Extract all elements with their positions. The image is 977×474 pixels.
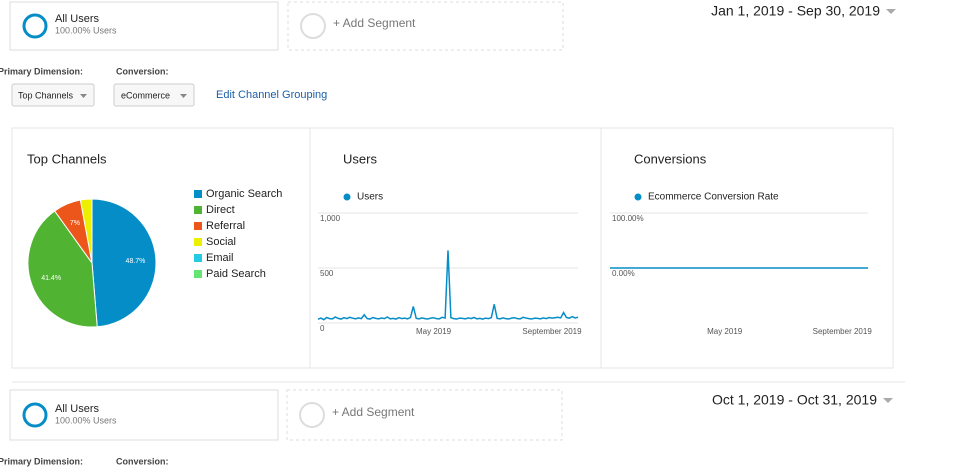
segment-box[interactable]	[9, 1, 279, 51]
add-segment-box[interactable]	[286, 389, 563, 441]
add-segment-box[interactable]	[287, 1, 564, 51]
date-range[interactable]: Jan 1, 2019 - Sep 30, 2019	[711, 3, 880, 19]
panel-title: Top Channels	[27, 151, 107, 166]
conversion-label: Conversion:	[116, 66, 169, 76]
date-range[interactable]: Oct 1, 2019 - Oct 31, 2019	[712, 392, 877, 408]
add-segment[interactable]: + Add Segment	[332, 405, 415, 419]
segment-icon	[22, 13, 48, 39]
primary-dimension-label: Primary Dimension:	[0, 456, 83, 466]
y-tick-label: 0.00%	[612, 269, 635, 278]
x-tick-label: May 2019	[707, 327, 743, 336]
legend-label: Email	[206, 252, 234, 264]
legend-swatch	[194, 270, 202, 278]
pie-slice	[79, 198, 93, 264]
y-tick-label: 1,000	[320, 214, 341, 223]
x-tick-label: May 2019	[416, 327, 452, 336]
legend-swatch	[194, 222, 202, 230]
dropdown-caret	[180, 94, 187, 98]
dropdown-caret	[80, 94, 87, 98]
add-segment-icon	[299, 402, 325, 428]
legend-dot	[343, 193, 351, 201]
legend-label: Users	[357, 192, 383, 203]
line-series	[317, 250, 579, 321]
legend-dot	[634, 193, 642, 201]
legend-swatch	[194, 238, 202, 246]
y-tick-label: 0	[320, 324, 325, 333]
segment-box[interactable]	[9, 389, 279, 441]
legend-swatch	[194, 254, 202, 262]
pie-slice	[27, 210, 98, 328]
legend-label: Ecommerce Conversion Rate	[648, 192, 779, 203]
segment-name: All Users	[55, 403, 100, 415]
legend-label: Direct	[206, 204, 235, 216]
panel-frame	[11, 127, 894, 369]
date-caret[interactable]	[883, 398, 893, 403]
segment-name: All Users	[55, 13, 100, 25]
add-segment-icon	[300, 13, 326, 39]
edit-link[interactable]: Edit Channel Grouping	[216, 89, 327, 101]
pie-slice	[91, 198, 157, 328]
add-segment[interactable]: + Add Segment	[333, 16, 416, 30]
segment-share: 100.00% Users	[55, 415, 117, 425]
legend-swatch	[194, 190, 202, 198]
panel-title: Users	[343, 151, 377, 166]
conversion-label: Conversion:	[116, 456, 169, 466]
date-caret[interactable]	[886, 9, 896, 14]
panel-title: Conversions	[634, 151, 707, 166]
slice-label: 48.7%	[126, 258, 146, 265]
dimension-value: Top Channels	[18, 90, 74, 100]
legend-label: Referral	[206, 220, 245, 232]
segment-share: 100.00% Users	[55, 25, 117, 35]
legend-label: Paid Search	[206, 268, 266, 280]
y-tick-label: 100.00%	[612, 214, 644, 223]
y-tick-label: 500	[320, 269, 334, 278]
conversion-dropdown[interactable]	[113, 83, 195, 107]
slice-label: 7%	[70, 220, 80, 227]
legend-label: Organic Search	[206, 188, 282, 200]
x-tick-label: September 2019	[522, 327, 582, 336]
legend-swatch	[194, 206, 202, 214]
dimension-dropdown[interactable]	[11, 83, 95, 107]
x-tick-label: September 2019	[813, 327, 873, 336]
legend-label: Social	[206, 236, 236, 248]
segment-icon	[22, 402, 48, 428]
primary-dimension-label: Primary Dimension:	[0, 66, 83, 76]
conversion-value: eCommerce	[121, 90, 170, 100]
slice-label: 41.4%	[41, 275, 61, 282]
